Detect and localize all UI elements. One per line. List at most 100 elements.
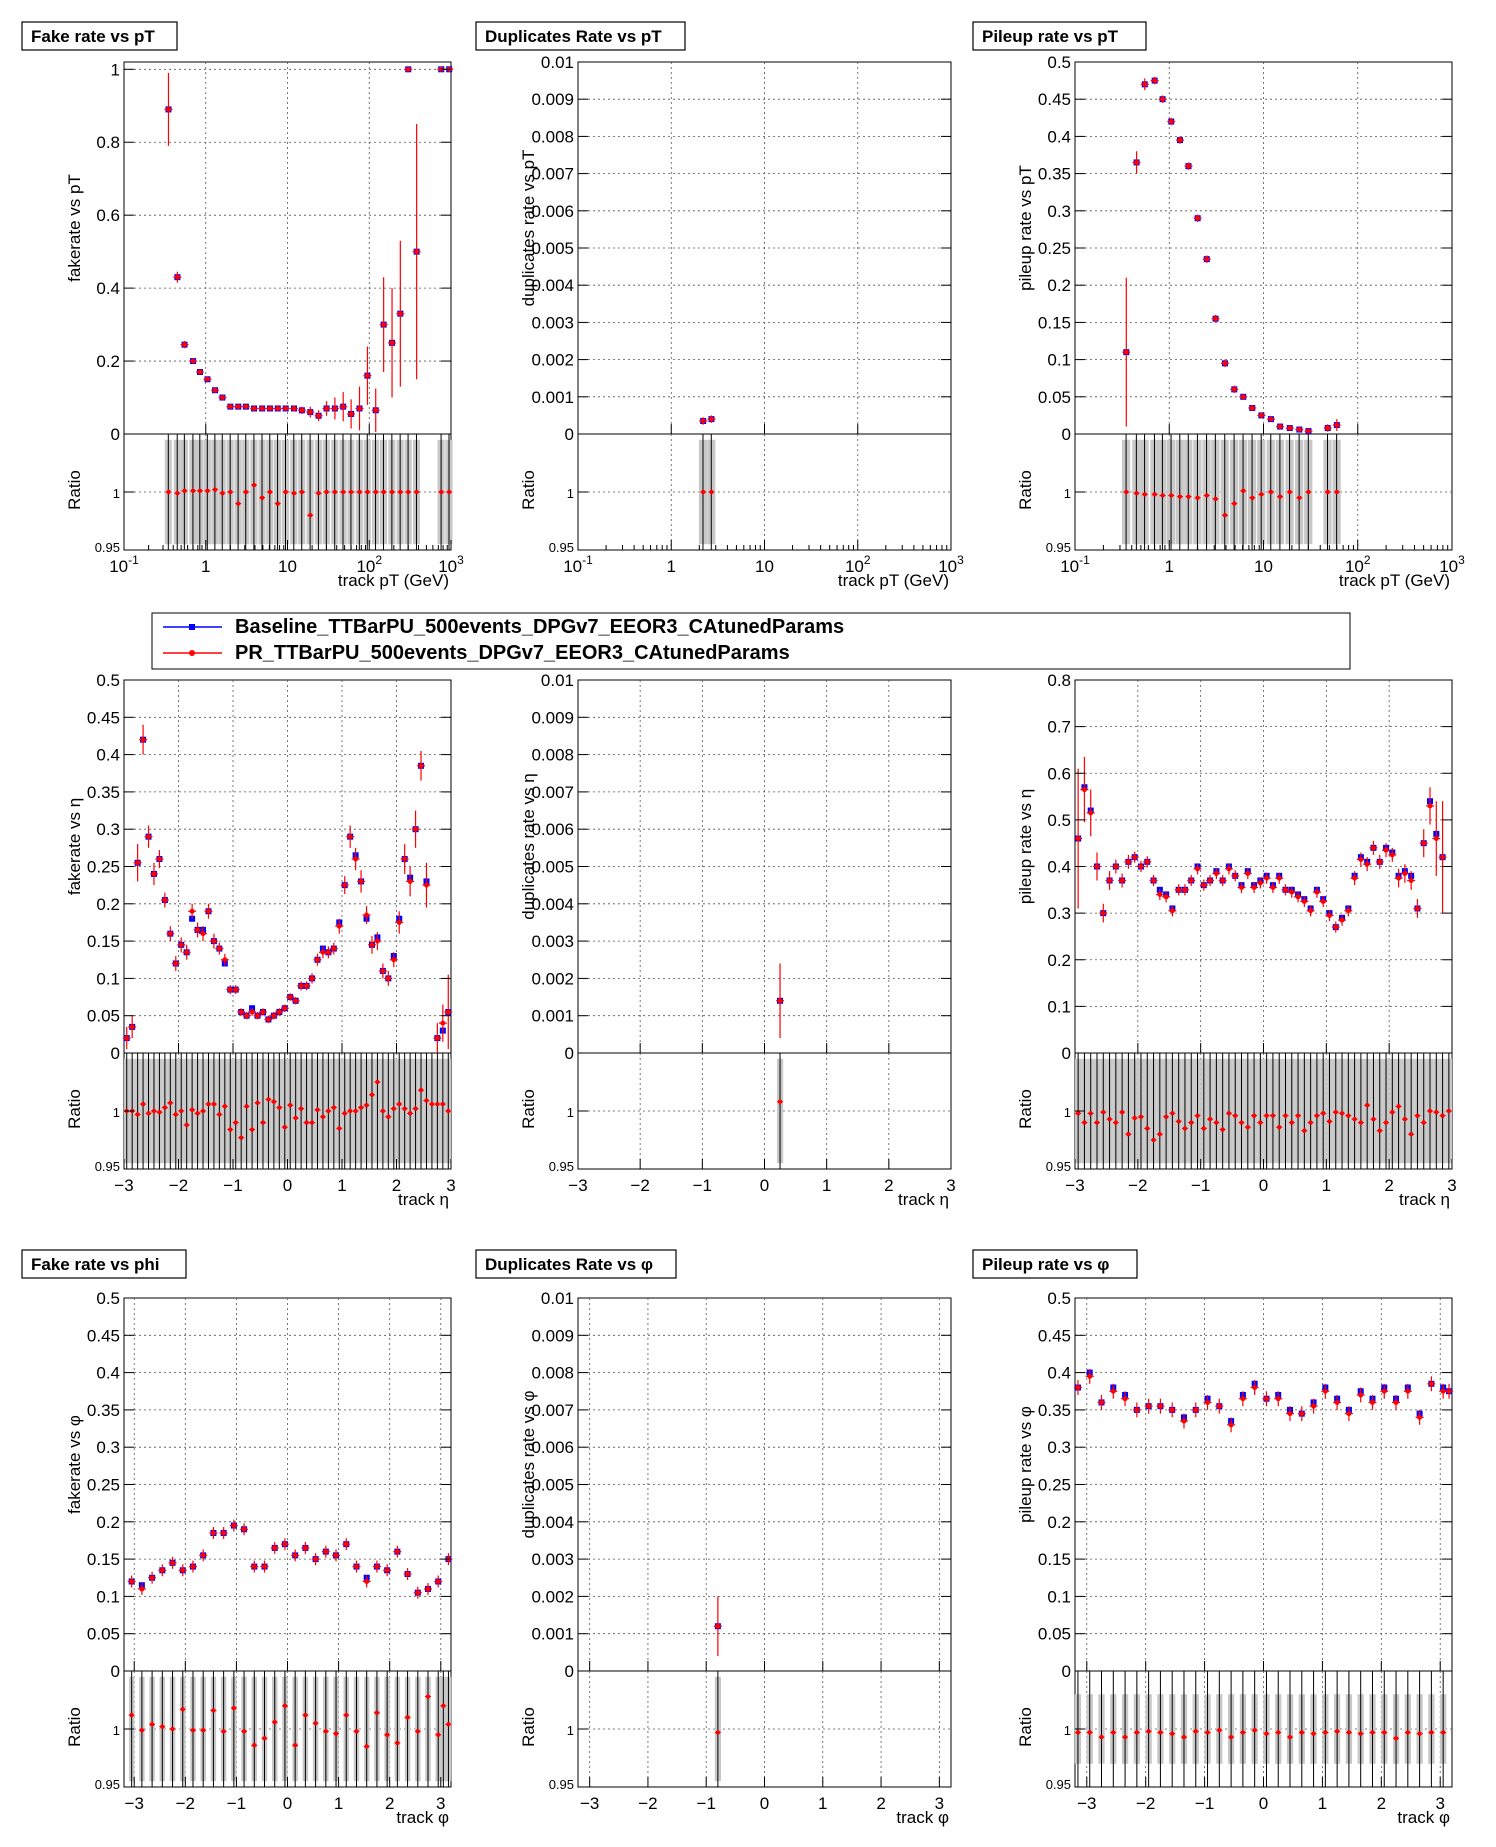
- ratio-point: [1311, 1731, 1316, 1736]
- ratio-point: [205, 488, 210, 494]
- pr-point: [233, 987, 239, 993]
- ratio-point: [1417, 1731, 1422, 1736]
- x-tick-exponent: 2: [864, 553, 871, 567]
- ratio-point: [1124, 489, 1129, 495]
- x-tick-label: 10: [755, 557, 774, 576]
- pr-point: [1213, 316, 1219, 322]
- x-tick-label: −3: [568, 1176, 587, 1195]
- y-tick-label: 0.008: [531, 127, 574, 146]
- y-tick-label: 0.4: [1047, 1364, 1071, 1383]
- pr-point: [190, 358, 196, 364]
- x-tick-label: 10-1: [1060, 553, 1090, 576]
- y-tick-label: 0.2: [96, 352, 120, 371]
- y-tick-label: 0.3: [1047, 1438, 1071, 1457]
- ratio-point: [418, 1087, 424, 1093]
- pr-point: [1268, 416, 1274, 422]
- y-tick-label: 0.4: [96, 746, 120, 765]
- x-tick-label: 3: [436, 1794, 445, 1813]
- y-tick-label: 0.45: [87, 1326, 120, 1345]
- ratio-point: [398, 489, 403, 495]
- ratio-point: [1193, 1729, 1198, 1734]
- pr-point: [1370, 845, 1376, 851]
- ratio-y-axis-label: Ratio: [1016, 1707, 1035, 1747]
- ratio-y-tick-label: 0.95: [1046, 540, 1071, 555]
- pr-point: [1305, 428, 1311, 434]
- ratio-point: [1259, 492, 1264, 497]
- pr-point: [304, 983, 310, 989]
- ratio-point: [1264, 1113, 1269, 1118]
- ratio-point: [1314, 1113, 1320, 1118]
- pr-point: [1287, 1411, 1293, 1417]
- pr-point: [1213, 870, 1219, 876]
- pr-point: [1289, 889, 1295, 895]
- ratio-y-tick-label: 1: [1064, 1105, 1071, 1120]
- ratio-point: [272, 1719, 277, 1725]
- pr-point: [418, 763, 424, 769]
- y-tick-label: 0.4: [1047, 127, 1071, 146]
- panel-title: Pileup rate vs φ: [972, 1249, 1138, 1279]
- pr-point: [219, 395, 225, 401]
- ratio-y-tick-label: 0.95: [549, 540, 574, 555]
- x-tick-label: −3: [125, 1794, 144, 1813]
- pr-point: [276, 1009, 282, 1015]
- ratio-point: [316, 490, 321, 496]
- pr-point: [1322, 1388, 1328, 1394]
- ratio-point: [1101, 1109, 1106, 1115]
- pr-point: [238, 1009, 244, 1015]
- ratio-point: [151, 1108, 157, 1114]
- pr-point: [149, 1575, 155, 1581]
- ratio-point: [1132, 1115, 1137, 1121]
- ratio-point: [303, 1712, 308, 1718]
- pr-point: [1232, 873, 1238, 879]
- pr-point: [249, 1009, 255, 1015]
- pr-point: [1251, 884, 1257, 890]
- ratio-point: [182, 488, 187, 494]
- pr-point: [272, 1545, 278, 1551]
- y-tick-label: 0.01: [541, 671, 574, 690]
- ratio-point: [1325, 489, 1330, 495]
- y-axis-label: pileup rate vs φ: [1016, 1406, 1035, 1523]
- pr-point: [364, 1578, 370, 1584]
- y-tick-label: 0.4: [96, 279, 120, 298]
- pr-point: [1334, 1399, 1340, 1405]
- ratio-point: [353, 1108, 358, 1114]
- ratio-point: [212, 487, 218, 492]
- pr-point: [1358, 1392, 1364, 1398]
- pr-point: [1228, 1422, 1234, 1428]
- ratio-point: [777, 1099, 783, 1104]
- pr-point: [205, 908, 211, 914]
- ratio-point: [220, 490, 225, 496]
- ratio-point: [320, 1114, 326, 1120]
- pr-point: [324, 405, 330, 411]
- pr-point: [1160, 96, 1166, 102]
- panel-title-box: [21, 21, 178, 51]
- ratio-point: [1201, 1126, 1207, 1131]
- pr-point: [212, 387, 218, 393]
- ratio-point: [425, 1694, 431, 1699]
- ratio-point: [222, 1104, 228, 1109]
- ratio-y-axis-label: Ratio: [65, 470, 84, 510]
- ratio-point: [1346, 1730, 1352, 1735]
- ratio-point: [1334, 489, 1340, 495]
- y-tick-label: 0.45: [1038, 90, 1071, 109]
- pr-point: [1311, 1403, 1317, 1409]
- y-tick-label: 0.25: [87, 1476, 120, 1495]
- pr-point: [1188, 877, 1194, 883]
- ratio-point: [1268, 489, 1274, 495]
- pr-point: [1094, 864, 1100, 869]
- ratio-point: [1169, 1731, 1175, 1736]
- pr-point: [1364, 861, 1370, 867]
- ratio-point: [436, 1732, 441, 1738]
- pr-point: [389, 340, 395, 346]
- y-tick-label: 0.004: [531, 895, 574, 914]
- pr-point: [259, 405, 265, 411]
- pr-point: [190, 1564, 196, 1570]
- ratio-point: [1250, 495, 1255, 500]
- ratio-point: [313, 1721, 318, 1726]
- x-tick-exponent: 3: [957, 553, 964, 567]
- pr-point: [1334, 422, 1340, 428]
- ratio-point: [1299, 1730, 1304, 1735]
- ratio-point: [252, 1743, 257, 1748]
- ratio-point: [402, 1106, 407, 1111]
